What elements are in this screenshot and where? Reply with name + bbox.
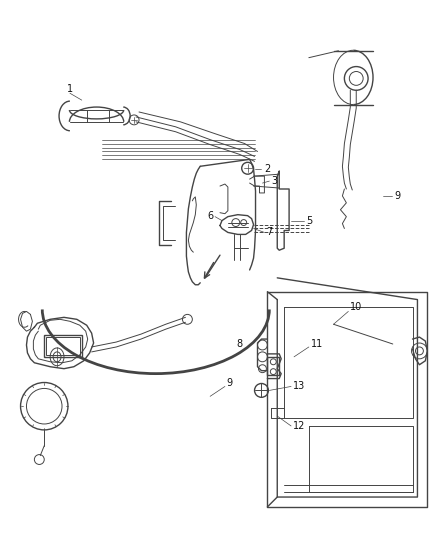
Text: 13: 13 <box>293 382 305 391</box>
Bar <box>44 335 82 357</box>
Text: 8: 8 <box>237 339 243 349</box>
Bar <box>267 357 279 375</box>
Bar <box>46 337 80 355</box>
Text: 6: 6 <box>207 211 213 221</box>
Text: 2: 2 <box>264 164 271 174</box>
Text: 9: 9 <box>395 191 401 201</box>
Text: 9: 9 <box>227 378 233 389</box>
Text: 12: 12 <box>293 421 305 431</box>
Text: 10: 10 <box>350 302 362 312</box>
Text: 11: 11 <box>311 339 323 349</box>
Text: 3: 3 <box>271 176 277 186</box>
Text: 1: 1 <box>67 84 73 94</box>
Text: 5: 5 <box>306 215 312 225</box>
Text: 7: 7 <box>266 228 272 237</box>
